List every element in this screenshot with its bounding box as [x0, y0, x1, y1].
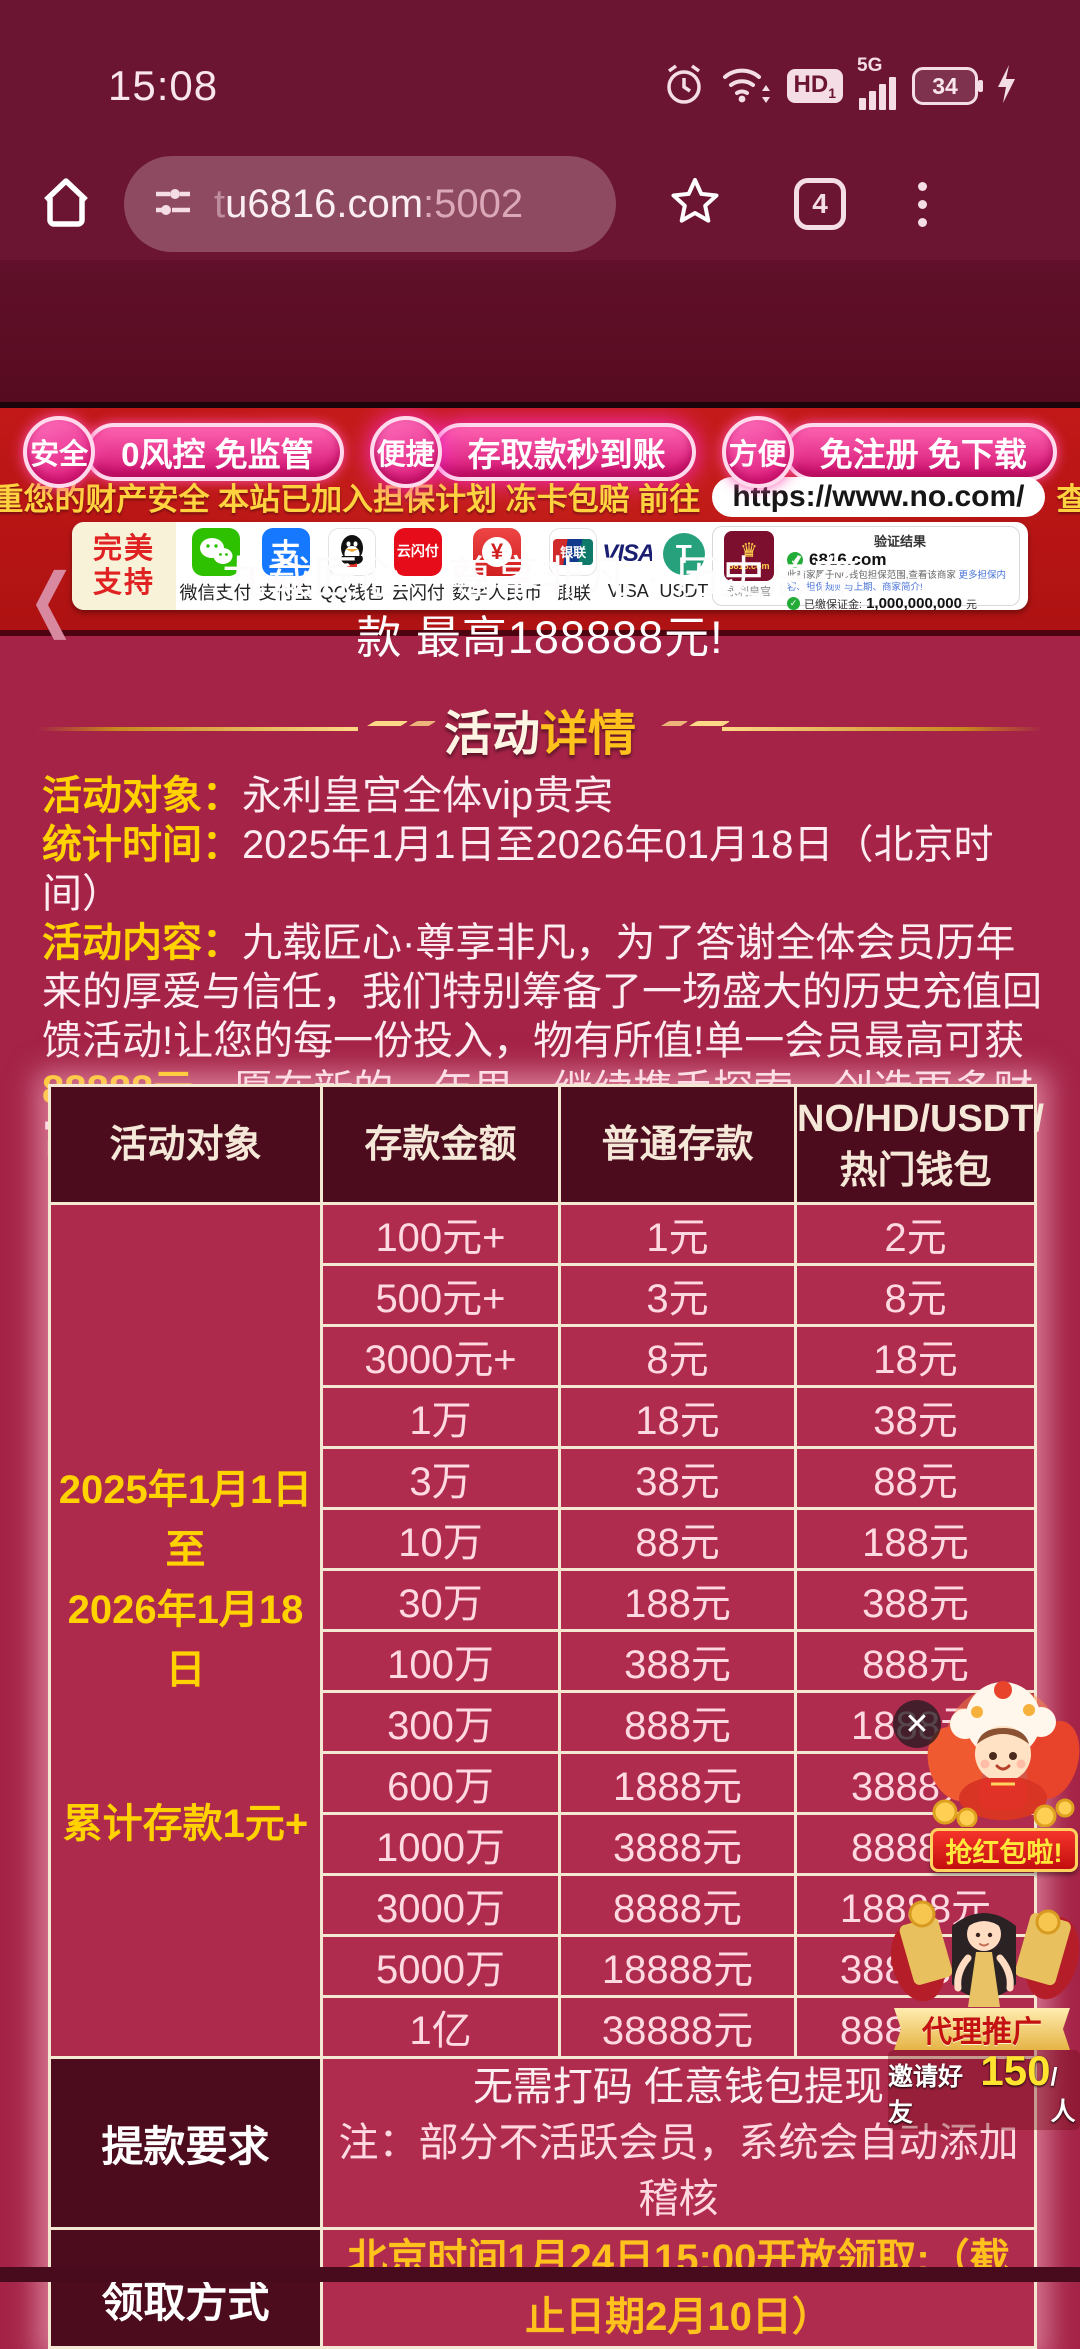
digital-rmb-icon: ¥: [473, 527, 521, 576]
deposit-amount: 1,000,000,000: [866, 595, 962, 610]
table-row: 10万 88元 188元: [50, 1507, 1037, 1571]
invite-reward-line: 邀请好友 150 /人: [888, 2050, 1080, 2130]
payment-qq: QQ钱包: [320, 527, 384, 605]
payment-alipay: 支 支付宝: [259, 527, 313, 605]
alarm-icon: [663, 61, 705, 112]
bookmark-star-icon[interactable]: [668, 175, 722, 234]
badge-circle: 安全: [23, 416, 96, 488]
bonus-table: 活动对象 存款金额 普通存款 NO/HD/USDT/热门钱包 2025年1月1日…: [48, 1084, 1044, 2349]
guarantee-suffix: 查看担保签约: [1056, 482, 1080, 517]
badge-pill: 存取款秒到账: [431, 423, 696, 481]
guarantee-url-pill[interactable]: https://www.no.com/: [712, 476, 1045, 517]
detail-target-line: 活动对象：永利皇宫全体vip贵宾: [42, 774, 614, 818]
site-app-name: 永利皇宫: [727, 586, 771, 598]
tab-count: 4: [812, 188, 828, 219]
page-title: 九载匠心 · 尊享非凡 · 历史总存 款 最高188888元!: [221, 552, 859, 663]
withdraw-content: 无需打码 任意钱包提现 注：部分不活跃会员，系统会自动添加稽核: [320, 2056, 1037, 2230]
battery-percent: 34: [932, 72, 958, 99]
detail-content-para: 活动内容：九载匠心·尊享非凡，为了答谢全体会员历年来的厚爱与信任，我们特别筹备了…: [42, 921, 1042, 1161]
status-time: 15:08: [108, 62, 219, 109]
battery-icon: 34: [912, 67, 983, 105]
signal-5g-icon: 5G: [857, 55, 896, 110]
table-row: 500元+ 3元 8元: [50, 1263, 1037, 1327]
bottom-band: [0, 2267, 1080, 2282]
check-icon: ✓: [787, 552, 803, 568]
claim-content: 北京时间1月24日15:00开放领取:（截止日期2月10日）: [320, 2227, 1037, 2349]
claim-row: 领取方式 北京时间1月24日15:00开放领取:（截止日期2月10日）: [48, 2227, 1037, 2349]
agent-promo-widget[interactable]: 代理推广 邀请好友 150 /人: [888, 1892, 1080, 2130]
claim-label: 领取方式: [48, 2227, 323, 2349]
badge-pill: 0风控 免监管: [85, 423, 344, 481]
status-icons: HD1 5G 34: [663, 55, 1018, 112]
guarantee-text: 我们非常注重您的财产安全 本站已加入担保计划 冻卡包赔 前往: [0, 482, 701, 517]
tune-icon[interactable]: [150, 179, 196, 230]
badge-easy: 方便 免注册 免下载: [721, 416, 1057, 488]
charging-bolt-icon: [994, 63, 1018, 110]
table-header-row: 活动对象 存款金额 普通存款 NO/HD/USDT/热门钱包: [48, 1084, 1044, 1205]
verification-box[interactable]: ♛ 6818.com 永利皇宫 验证结果 ✓ 6816.com 此商家属于NO钱…: [712, 526, 1020, 610]
verify-title: 验证结果: [873, 534, 926, 549]
site-app-icon: ♛ 6818.com: [724, 531, 774, 581]
section-divider: 活动详情: [36, 694, 1044, 764]
menu-icon[interactable]: [918, 181, 927, 227]
withdraw-label: 提款要求: [48, 2056, 323, 2230]
payment-unionpay: 银联 银联: [549, 527, 598, 605]
withdraw-row: 提款要求 无需打码 任意钱包提现 注：部分不活跃会员，系统会自动添加稽核: [48, 2056, 1037, 2230]
table-row: 100万 388元 888元: [50, 1629, 1037, 1693]
divider-title: 活动详情: [443, 708, 637, 761]
badge-convenient: 便捷 存取款秒到账: [369, 416, 696, 488]
browser-chrome: 15:08 HD1 5G 34: [0, 0, 1080, 260]
shield-icon: ✓: [787, 597, 800, 610]
invite-amount: 150: [980, 2047, 1051, 2094]
cloud-quickpass-icon: 云闪付: [393, 527, 442, 576]
browser-toolbar: tu6816.com:5002 4: [0, 148, 1080, 260]
visa-icon: VISA: [604, 530, 653, 578]
table-row: 2025年1月1日至 2026年1月18日 累计存款1元+ 100元+ 1元 2…: [48, 1202, 1037, 2059]
payment-visa: VISA VISA: [604, 530, 653, 602]
table-row: 3万 38元 88元: [50, 1446, 1037, 1510]
perfect-support-label: 完美 支持: [72, 522, 176, 610]
red-packet-widget[interactable]: ✕ 抢红包啦!: [880, 1672, 1080, 1887]
grab-red-packet-button[interactable]: 抢红包啦!: [930, 1828, 1078, 1872]
badge-safety: 安全 0风控 免监管: [23, 416, 344, 488]
payment-methods: 微信支付 支 支付宝 QQ钱包 云闪付 云闪付 ¥: [176, 527, 712, 605]
back-chevron-icon[interactable]: ❮: [28, 559, 75, 638]
guarantee-line: 我们非常注重您的财产安全 本站已加入担保计划 冻卡包赔 前往 https://w…: [0, 474, 1080, 519]
url-bar[interactable]: tu6816.com:5002: [124, 156, 616, 252]
url-text: tu6816.com:5002: [214, 181, 524, 226]
hd-voice-icon: HD1: [786, 69, 843, 103]
badge-circle: 方便: [721, 416, 794, 488]
wifi-icon: [721, 61, 771, 112]
promo-banner: 安全 0风控 免监管 便捷 存取款秒到账 方便 免注册 免下载 我们非常注重您的…: [0, 408, 1080, 636]
verify-description: 此商家属于NO钱包担保范围,查看该商家 更多担保内容、担保规则与上期、商家简介!: [787, 570, 1007, 593]
payment-panel: 完美 支持 微信支付 支 支付宝: [72, 522, 1028, 610]
badge-circle: 便捷: [369, 416, 442, 488]
table-row: 30万 188元 388元: [50, 1568, 1037, 1632]
agent-promo-banner[interactable]: 代理推广: [894, 2008, 1070, 2050]
usdt-icon: T: [659, 530, 708, 578]
alipay-icon: 支: [261, 527, 310, 576]
payment-wechat: 微信支付: [180, 527, 252, 605]
payment-digital-rmb: ¥ 数字人民币: [452, 527, 542, 605]
promo-woman-image: [890, 1900, 1080, 2007]
wechat-icon: [191, 527, 240, 576]
activity-details: 活动对象：永利皇宫全体vip贵宾 统计时间：2025年1月1日至2026年01月…: [42, 772, 1042, 1164]
feature-badges: 安全 0风控 免监管 便捷 存取款秒到账 方便 免注册 免下载: [0, 416, 1080, 488]
detail-period-line: 统计时间：2025年1月1日至2026年01月18日（北京时间）: [42, 823, 994, 916]
verified-domain: 6816.com: [809, 550, 887, 569]
tab-counter[interactable]: 4: [794, 178, 846, 230]
close-icon[interactable]: ✕: [893, 1700, 941, 1748]
badge-pill: 免注册 免下载: [783, 423, 1057, 481]
table-row: 3000元+ 8元 18元: [50, 1324, 1037, 1388]
qq-icon: [327, 527, 376, 576]
table-row: 1万 18元 38元: [50, 1385, 1037, 1449]
mascot-girl-image: [927, 1681, 1080, 1827]
payment-usdt: T USDT: [659, 530, 708, 602]
unionpay-icon: 银联: [549, 527, 598, 576]
page-header: ❮ 九载匠心 · 尊享非凡 · 历史总存 款 最高188888元!: [0, 260, 1080, 663]
payment-ysf: 云闪付 云闪付: [391, 527, 445, 605]
scope-cell: 2025年1月1日至 2026年1月18日 累计存款1元+: [48, 1202, 323, 2059]
home-button[interactable]: [36, 172, 96, 237]
